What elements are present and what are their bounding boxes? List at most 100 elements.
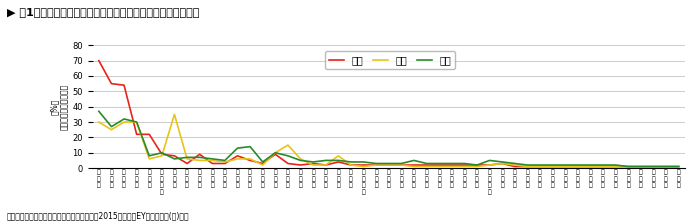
台湾 — [208, 157, 216, 160]
香港 — [208, 159, 216, 162]
中国 — [410, 164, 418, 166]
台湾 — [346, 161, 355, 163]
Line: 香港: 香港 — [99, 114, 679, 167]
香港 — [662, 165, 671, 168]
香港 — [510, 164, 519, 166]
中国 — [536, 165, 544, 168]
香港 — [372, 164, 380, 166]
香港 — [183, 157, 191, 160]
台湾 — [510, 162, 519, 165]
台湾 — [183, 156, 191, 159]
台湾 — [662, 165, 671, 168]
台湾 — [650, 165, 658, 168]
中国 — [548, 165, 556, 168]
香港 — [296, 157, 304, 160]
台湾 — [612, 164, 620, 166]
台湾 — [158, 151, 166, 154]
香港 — [485, 164, 494, 166]
香港 — [435, 165, 443, 168]
中国 — [523, 165, 531, 168]
台湾 — [485, 159, 494, 162]
中国 — [158, 153, 166, 156]
台湾 — [107, 125, 116, 128]
香港 — [410, 165, 418, 168]
台湾 — [561, 164, 569, 166]
台湾 — [473, 164, 481, 166]
中国 — [510, 165, 519, 168]
香港 — [346, 164, 355, 166]
香港 — [397, 164, 405, 166]
香港 — [587, 165, 595, 168]
台湾 — [132, 121, 141, 123]
Line: 中国: 中国 — [99, 61, 679, 167]
中国 — [132, 133, 141, 136]
中国 — [334, 161, 342, 163]
台湾 — [120, 118, 128, 120]
中国 — [574, 165, 582, 168]
台湾 — [246, 145, 254, 148]
中国 — [384, 164, 393, 166]
香港 — [523, 165, 531, 168]
中国 — [637, 165, 645, 168]
台湾 — [548, 164, 556, 166]
台湾 — [435, 162, 443, 165]
中国 — [258, 162, 267, 165]
香港 — [271, 151, 279, 154]
台湾 — [397, 162, 405, 165]
台湾 — [599, 164, 608, 166]
香港 — [170, 113, 178, 116]
台湾 — [574, 164, 582, 166]
台湾 — [447, 162, 456, 165]
中国 — [498, 162, 506, 165]
香港 — [624, 165, 633, 168]
香港 — [359, 165, 368, 168]
香港 — [460, 165, 468, 168]
中国 — [208, 162, 216, 165]
台湾 — [359, 161, 368, 163]
台湾 — [233, 147, 242, 149]
中国 — [473, 164, 481, 166]
中国 — [309, 162, 317, 165]
台湾 — [624, 165, 633, 168]
台湾 — [145, 155, 153, 157]
台湾 — [587, 164, 595, 166]
台湾 — [422, 162, 430, 165]
Y-axis label: （%）
訪日旅行者の訪問割合: （%） 訪日旅行者の訪問割合 — [50, 84, 69, 130]
台湾 — [271, 151, 279, 154]
台湾 — [284, 155, 292, 157]
香港 — [650, 165, 658, 168]
中国 — [195, 153, 204, 156]
香港 — [548, 165, 556, 168]
Text: 出典：観光庁「訪日外国人消費動向調査」（2015年）からEY総合研究所(株)作成: 出典：観光庁「訪日外国人消費動向調査」（2015年）からEY総合研究所(株)作成 — [7, 212, 190, 221]
中国 — [435, 164, 443, 166]
香港 — [561, 165, 569, 168]
中国 — [346, 164, 355, 166]
香港 — [599, 165, 608, 168]
中国 — [662, 165, 671, 168]
香港 — [220, 161, 229, 163]
中国 — [120, 84, 128, 87]
香港 — [334, 155, 342, 157]
香港 — [120, 121, 128, 123]
香港 — [473, 165, 481, 168]
香港 — [447, 165, 456, 168]
香港 — [498, 162, 506, 165]
台湾 — [321, 159, 330, 162]
台湾 — [258, 161, 267, 163]
香港 — [637, 165, 645, 168]
台湾 — [170, 157, 178, 160]
台湾 — [410, 159, 418, 162]
台湾 — [372, 162, 380, 165]
中国 — [612, 165, 620, 168]
台湾 — [498, 161, 506, 163]
台湾 — [94, 110, 103, 113]
中国 — [145, 133, 153, 136]
香港 — [132, 121, 141, 123]
台湾 — [195, 156, 204, 159]
中国 — [650, 165, 658, 168]
香港 — [574, 165, 582, 168]
中国 — [233, 155, 242, 157]
香港 — [675, 165, 683, 168]
中国 — [183, 162, 191, 165]
中国 — [599, 165, 608, 168]
